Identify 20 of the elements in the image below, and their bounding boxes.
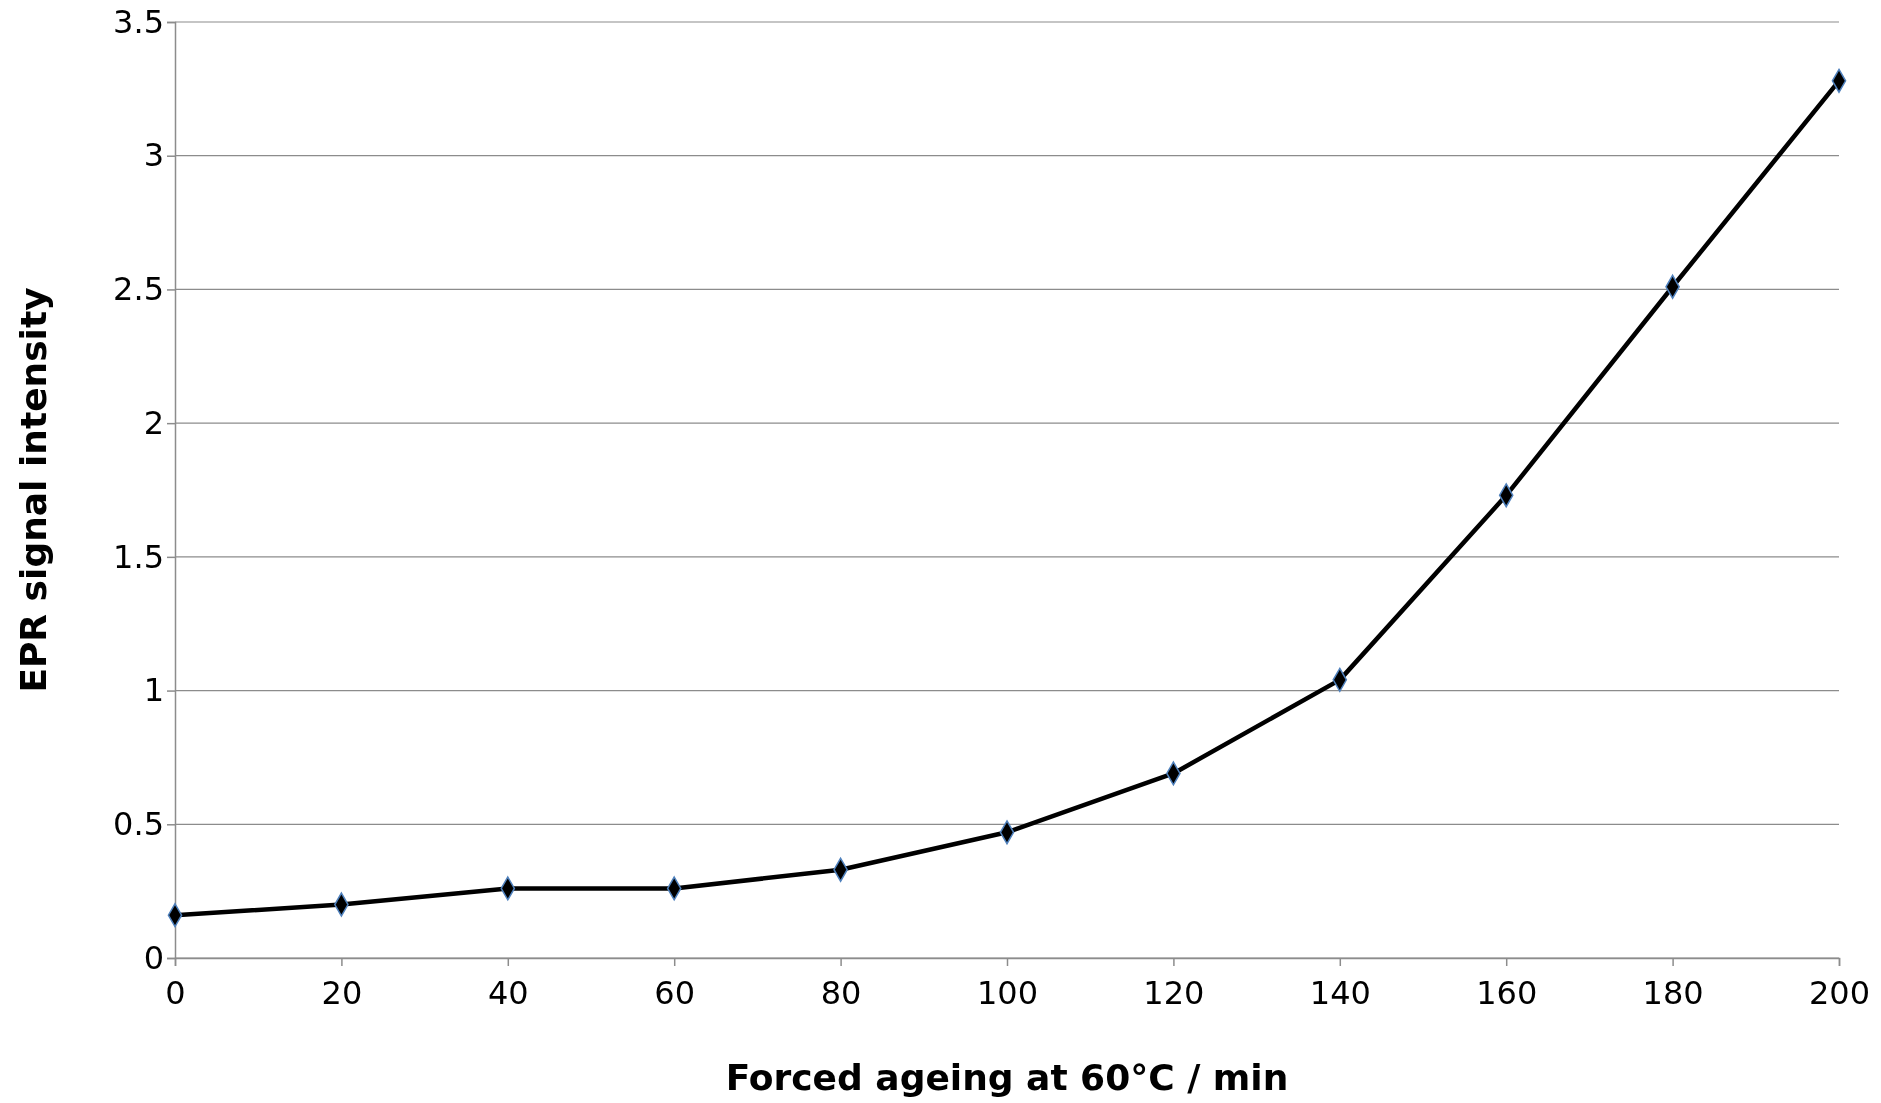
x-tick-label: 100 — [976, 974, 1039, 1013]
y-tick-label: 0 — [143, 938, 164, 977]
y-tick-label: 2 — [143, 403, 164, 442]
y-tick-label: 3.5 — [113, 2, 164, 41]
x-tick-label: 40 — [487, 974, 529, 1013]
x-axis-title: Forced ageing at 60°C / min — [725, 1057, 1289, 1098]
x-tick-label: 180 — [1642, 974, 1704, 1013]
x-tick-label: 200 — [1808, 974, 1871, 1013]
y-axis-title: EPR signal intensity — [13, 287, 54, 693]
x-tick-label: 20 — [321, 974, 363, 1013]
y-tick-label: 1 — [143, 671, 164, 710]
x-tick-label: 60 — [654, 974, 696, 1013]
y-tick-label: 2.5 — [113, 270, 164, 309]
x-tick-label: 140 — [1309, 974, 1371, 1013]
y-tick-label: 0.5 — [113, 805, 164, 844]
x-tick-label: 120 — [1143, 974, 1205, 1013]
y-tick-label: 3 — [143, 136, 164, 175]
x-tick-label: 160 — [1476, 974, 1538, 1013]
x-tick-label: 80 — [820, 974, 862, 1013]
y-tick-label: 1.5 — [113, 537, 164, 576]
